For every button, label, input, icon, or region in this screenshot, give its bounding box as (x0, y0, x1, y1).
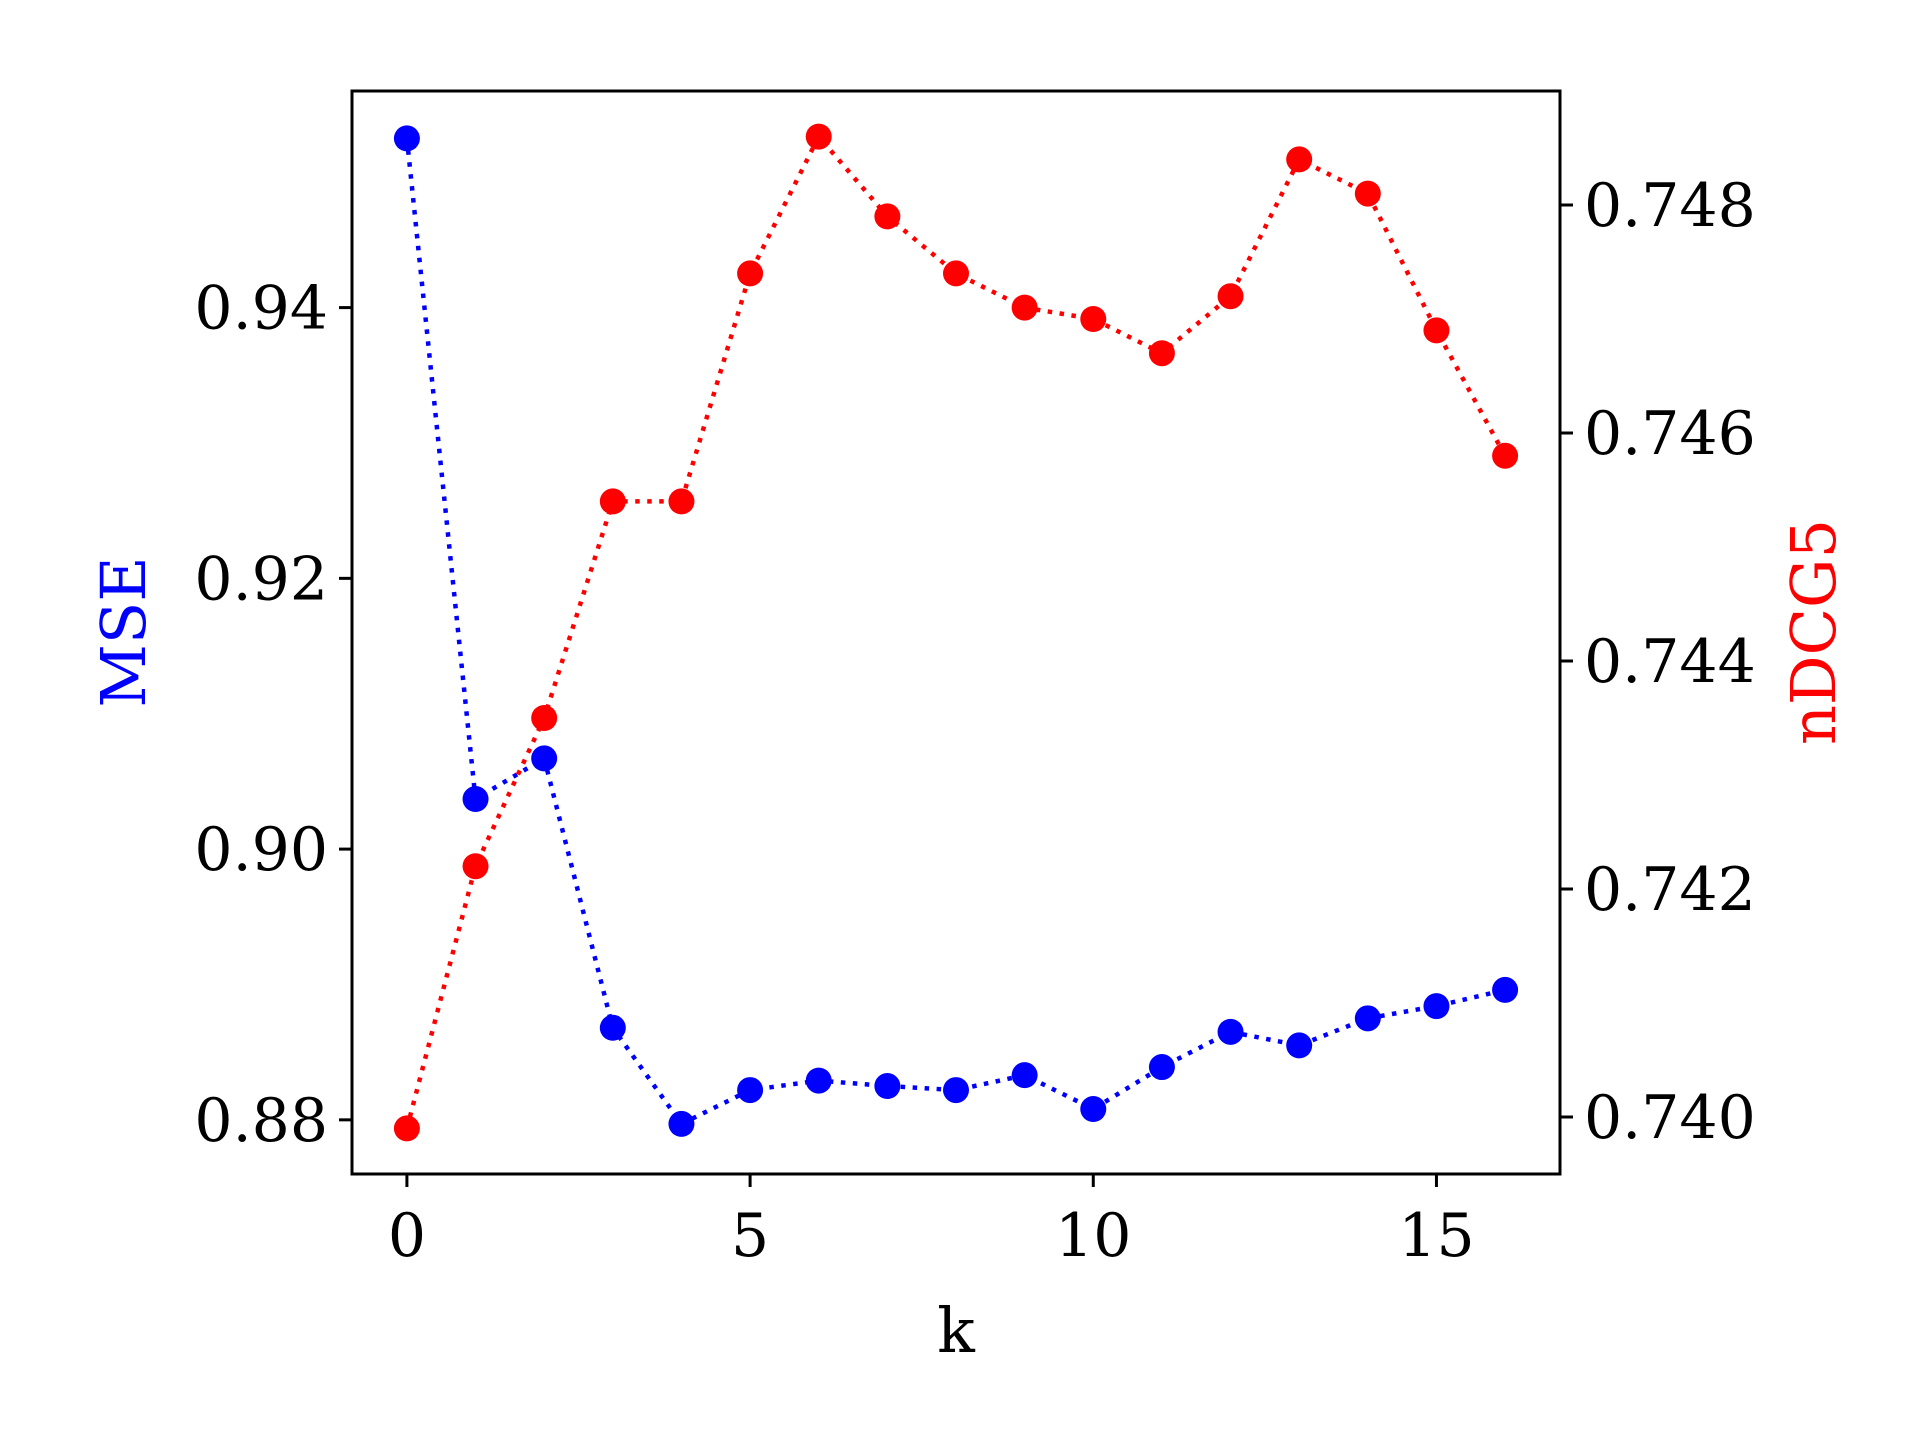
mse-point (1423, 993, 1450, 1020)
ndcg5-point (737, 260, 764, 287)
mse-point (531, 745, 558, 772)
ndcg5-point (943, 260, 969, 287)
mse-point (805, 1067, 832, 1094)
y-left-tick-label: 0.90 (194, 815, 328, 885)
plot-frame (350, 89, 1562, 1176)
mse-point (393, 125, 420, 152)
y-axis-right-title: nDCG5 (1777, 519, 1850, 745)
x-axis: 0 5 10 15 (388, 1174, 1475, 1271)
mse-point (1286, 1032, 1313, 1059)
ndcg5-point (462, 853, 489, 880)
x-tick-label: 0 (388, 1201, 426, 1271)
mse-point (1011, 1062, 1038, 1089)
mse-point (1148, 1054, 1175, 1081)
mse-point (1217, 1018, 1244, 1045)
mse-point (599, 1014, 626, 1041)
mse-point (737, 1077, 764, 1104)
y-left-tick-label: 0.94 (194, 274, 328, 344)
y-left-tick-label: 0.88 (194, 1086, 328, 1156)
mse-point (462, 786, 489, 813)
x-axis-title: k (937, 1294, 975, 1367)
mse-point (1354, 1005, 1381, 1032)
mse-point (874, 1073, 901, 1100)
ndcg5-point (1492, 442, 1519, 469)
ndcg5-point (1011, 294, 1038, 321)
mse-point (943, 1077, 969, 1104)
ndcg5-point (1286, 146, 1313, 173)
y-right-tick-label: 0.742 (1584, 855, 1756, 925)
y-right-tick-label: 0.740 (1584, 1083, 1756, 1153)
y-right-tick-label: 0.746 (1584, 399, 1756, 469)
ndcg5-point (599, 488, 626, 515)
y-axis-left: 0.88 0.90 0.92 0.94 (194, 274, 352, 1156)
ndcg5-point (805, 123, 832, 150)
ndcg5-point (393, 1115, 420, 1142)
ndcg5-point (1354, 180, 1381, 207)
series-layer (393, 123, 1519, 1142)
mse-point (1080, 1096, 1107, 1123)
y-axis-left-title: MSE (87, 556, 160, 707)
ndcg5-point (531, 705, 558, 731)
mse-point (1492, 976, 1519, 1003)
y-axis-right: 0.740 0.742 0.744 0.746 0.748 (1560, 171, 1756, 1153)
y-right-tick-label: 0.744 (1584, 627, 1756, 697)
x-tick-label: 15 (1398, 1201, 1474, 1271)
ndcg5-point (1217, 283, 1244, 310)
x-tick-label: 10 (1055, 1201, 1131, 1271)
ndcg5-point (874, 203, 901, 230)
ndcg5-point (668, 488, 695, 515)
y-right-tick-label: 0.748 (1584, 171, 1756, 241)
mse-point (668, 1110, 695, 1137)
y-left-tick-label: 0.92 (194, 544, 328, 614)
ndcg5-point (1080, 306, 1107, 332)
ndcg5-point (1423, 317, 1450, 344)
ndcg5-point (1148, 340, 1175, 367)
x-tick-label: 5 (731, 1201, 769, 1271)
